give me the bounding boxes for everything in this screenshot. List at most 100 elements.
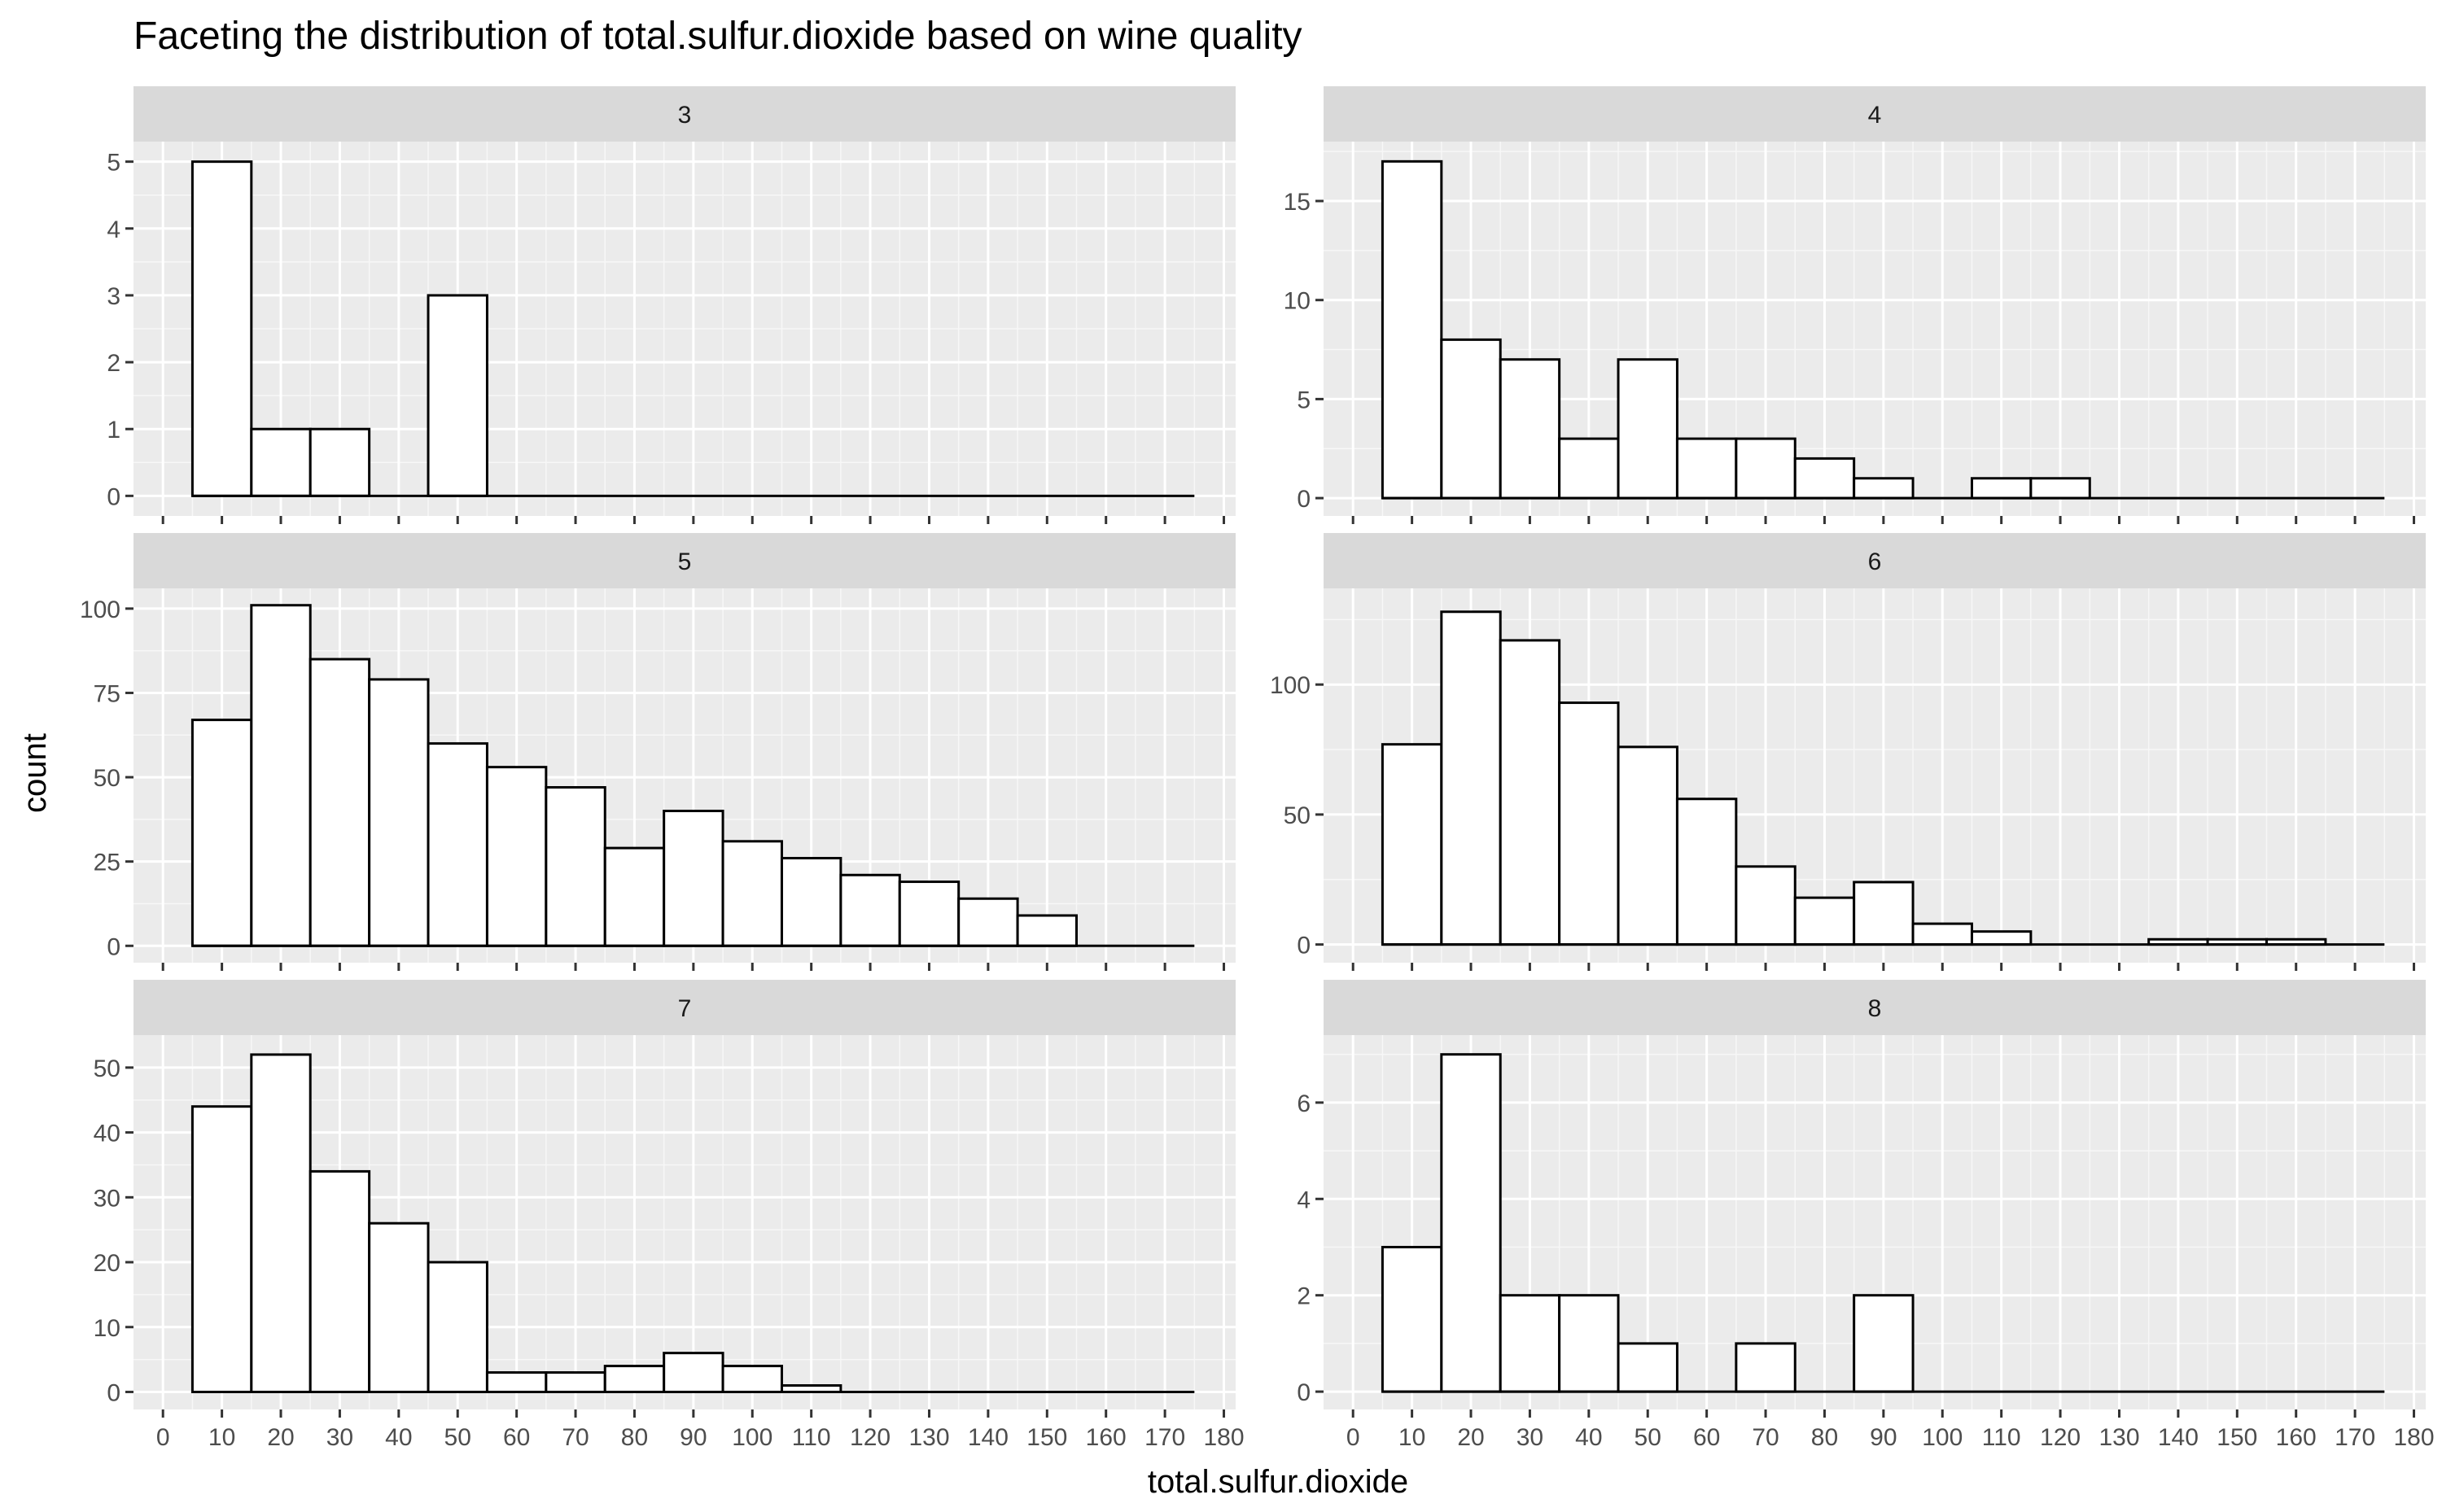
y-tick-label: 0 — [107, 1379, 120, 1406]
y-tick-label: 50 — [94, 765, 120, 792]
histogram-bar — [1499, 358, 1561, 500]
x-tick-label: 110 — [792, 1424, 831, 1451]
x-tick-label: 150 — [2217, 1424, 2257, 1451]
histogram-bar — [898, 881, 961, 947]
x-tick-label: 140 — [2158, 1424, 2199, 1451]
x-tick-label: 60 — [1693, 1424, 1720, 1451]
histogram-bar — [1853, 1294, 1915, 1393]
y-tick-label: 50 — [94, 1055, 120, 1082]
histogram-bar — [1381, 1245, 1443, 1393]
x-tick-label: 150 — [1026, 1424, 1067, 1451]
x-tick-label: 10 — [1398, 1424, 1425, 1451]
histogram-bar — [1558, 437, 1620, 500]
facet-strip — [133, 980, 1236, 1035]
histogram-bar — [721, 1365, 783, 1393]
x-tick-label: 170 — [1144, 1424, 1185, 1451]
y-tick-label: 10 — [94, 1315, 120, 1342]
x-tick-label: 30 — [1516, 1424, 1543, 1451]
histogram-bar — [427, 294, 488, 497]
histogram-bar — [1735, 865, 1796, 946]
histogram-bar — [1911, 922, 1973, 946]
facet-strip-label: 4 — [1868, 102, 1882, 129]
x-tick-label: 40 — [1575, 1424, 1602, 1451]
x-tick-label: 20 — [267, 1424, 294, 1451]
histogram-bar — [1499, 639, 1561, 946]
histogram-bar — [1675, 798, 1738, 946]
x-tick-label: 100 — [732, 1424, 772, 1451]
x-tick-label: 180 — [1203, 1424, 1244, 1451]
x-tick-label: 90 — [680, 1424, 707, 1451]
histogram-bar — [309, 427, 371, 497]
facet-panel-4: 4 0 5 10 15 — [1284, 86, 2426, 524]
facet-strip — [1324, 86, 2426, 142]
histogram-bar — [427, 742, 488, 947]
histogram-bar — [1440, 338, 1502, 500]
histogram-bar — [1793, 896, 1856, 946]
histogram-bar — [190, 719, 253, 947]
histogram-bar — [250, 1053, 312, 1393]
histogram-bar — [485, 766, 548, 947]
y-tick-label: 30 — [94, 1185, 120, 1212]
x-axis-title: total.sulfur.dioxide — [1148, 1464, 1408, 1500]
y-tick-label: 5 — [1297, 387, 1311, 413]
histogram-bar — [839, 873, 901, 947]
histogram-bar — [250, 427, 312, 497]
facet-strip-label: 6 — [1868, 548, 1882, 575]
y-tick-label: 2 — [1297, 1283, 1311, 1310]
x-tick-label: 130 — [2098, 1424, 2139, 1451]
y-tick-label: 100 — [80, 596, 120, 623]
histogram-bar — [1970, 477, 2033, 500]
histogram-bar — [545, 1371, 606, 1393]
histogram-bar — [721, 840, 783, 947]
facet-strip — [133, 86, 1236, 142]
y-tick-label: 100 — [1270, 672, 1311, 699]
histogram-bar — [1016, 914, 1079, 947]
histogram-bar — [545, 786, 606, 947]
histogram-bar — [1617, 1342, 1678, 1393]
y-tick-label: 5 — [107, 150, 120, 177]
facet-strip — [133, 533, 1236, 588]
facet-strip-label: 7 — [678, 995, 692, 1022]
histogram-bar — [190, 160, 253, 497]
x-tick-label: 30 — [326, 1424, 353, 1451]
y-tick-label: 20 — [94, 1250, 120, 1277]
facet-strip — [1324, 533, 2426, 588]
y-tick-label: 15 — [1284, 189, 1311, 216]
histogram-bar — [368, 1221, 430, 1393]
histogram-bar — [603, 1365, 666, 1393]
y-tick-label: 0 — [1297, 486, 1311, 513]
y-tick-label: 0 — [107, 933, 120, 960]
x-tick-label: 80 — [1811, 1424, 1838, 1451]
histogram-bar — [1617, 358, 1678, 500]
y-tick-label: 4 — [107, 216, 120, 243]
histogram-bar — [1381, 160, 1443, 500]
facet-strip-label: 5 — [678, 548, 692, 575]
x-tick-label: 50 — [1635, 1424, 1661, 1451]
x-tick-label: 140 — [968, 1424, 1009, 1451]
histogram-bar — [663, 1352, 724, 1393]
histogram-bar — [1381, 743, 1443, 946]
histogram-bar — [1793, 457, 1856, 500]
histogram-bar — [309, 1169, 371, 1393]
x-tick-label: 20 — [1457, 1424, 1484, 1451]
histogram-bar — [1617, 745, 1678, 946]
histogram-bar — [427, 1261, 488, 1393]
y-tick-label: 3 — [107, 283, 120, 310]
histogram-bar — [2029, 477, 2091, 500]
histogram-bar — [1440, 1053, 1502, 1393]
histogram-bar — [190, 1105, 253, 1393]
facet-strip-label: 3 — [678, 102, 692, 129]
y-tick-label: 0 — [1297, 1379, 1311, 1406]
histogram-bar — [250, 604, 312, 947]
histogram-bar — [485, 1371, 548, 1393]
histogram-bar — [1853, 881, 1915, 946]
y-axis-title: count — [17, 733, 53, 813]
x-tick-label: 0 — [1346, 1424, 1360, 1451]
histogram-bar — [1499, 1294, 1561, 1393]
y-tick-label: 10 — [1284, 288, 1311, 315]
histogram-bar — [780, 857, 842, 947]
